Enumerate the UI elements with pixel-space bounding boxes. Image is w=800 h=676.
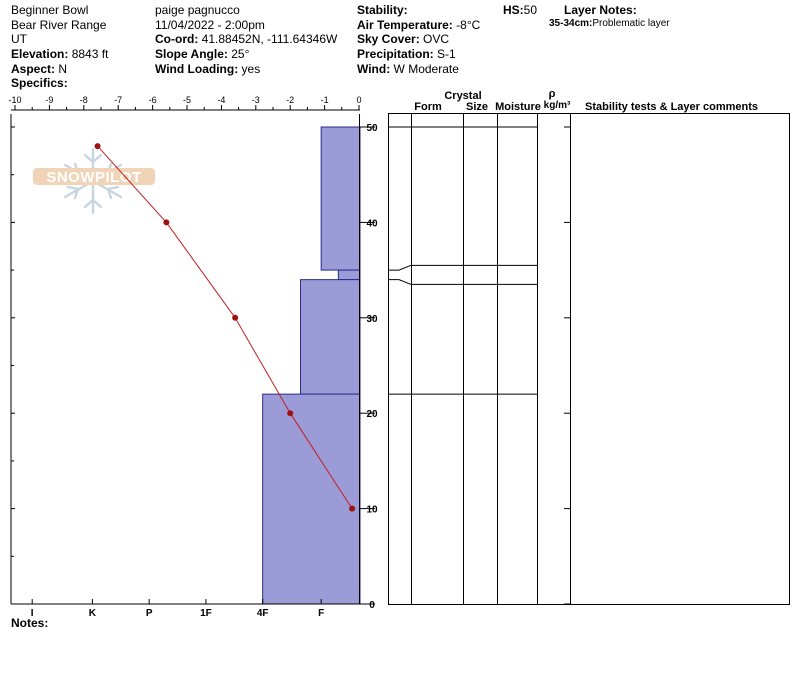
depth-tick-label: 30 <box>366 314 378 325</box>
header-moisture: Moisture <box>495 101 541 113</box>
layer-note-depth: 35-34cm: <box>549 18 593 29</box>
specifics-label: Specifics: <box>11 76 68 91</box>
slope-row: Slope Angle: 25° <box>155 47 337 62</box>
hardness-tick-label: 1F <box>200 608 212 619</box>
precip-value: S-1 <box>433 47 456 62</box>
precip-row: Precipitation: S-1 <box>357 47 480 62</box>
elevation-value: 8843 ft <box>68 47 109 62</box>
stability-label: Stability: <box>357 3 408 17</box>
logo-text: SNOWPILOT <box>46 169 141 186</box>
sky-cover-label: Sky Cover: <box>357 32 420 47</box>
slope-value: 25° <box>227 47 250 62</box>
temperature-point <box>349 505 356 512</box>
slope-label: Slope Angle: <box>155 47 228 62</box>
temp-tick-label: 0 <box>356 95 361 105</box>
aspect-row: Aspect: N <box>11 62 108 77</box>
wind-loading-row: Wind Loading: yes <box>155 62 337 77</box>
observer-name: paige pagnucco <box>155 3 240 17</box>
hardness-layer-2 <box>300 279 361 395</box>
air-temp-label: Air Temperature: <box>357 17 453 32</box>
wind-row: Wind: W Moderate <box>357 62 480 77</box>
elevation-row: Elevation: 8843 ft <box>11 47 108 62</box>
depth-tick-label: 40 <box>366 218 378 229</box>
temp-tick-label: -3 <box>252 95 260 105</box>
depth-tick-label: 10 <box>366 505 378 516</box>
temp-tick-label: -9 <box>45 95 53 105</box>
hardness-tick-label: I <box>31 608 34 619</box>
header-rho: ρ <box>549 88 556 100</box>
layer-notes-label: Layer Notes: <box>564 3 637 17</box>
temp-tick-label: -10 <box>8 95 21 105</box>
hardness-tick-label: P <box>146 608 153 619</box>
hardness-layer-1 <box>337 269 361 281</box>
hs-value: 50 <box>523 3 538 17</box>
aspect-value: N <box>55 61 68 76</box>
air-temp-value: -8°C <box>452 17 481 32</box>
stratigraphy-layer-lines <box>389 126 537 395</box>
temp-tick-label: -7 <box>114 95 122 105</box>
header-col-location: Beginner Bowl Bear River Range UT Elevat… <box>11 3 108 91</box>
temperature-point <box>287 410 294 417</box>
temp-tick-label: -4 <box>217 95 225 105</box>
hardness-tick-label: F <box>318 608 324 619</box>
wind-loading-value: yes <box>238 61 261 76</box>
header-size: Size <box>466 101 488 113</box>
wind-loading-label: Wind Loading: <box>155 61 239 76</box>
header-form: Form <box>414 101 442 113</box>
hardness-axis: I K P 1F 4F F <box>31 599 324 619</box>
stratigraphy-table <box>388 113 790 605</box>
coord-value: 41.88452N, -111.64346W <box>198 32 338 47</box>
temperature-point <box>232 314 239 321</box>
coord-row: Co-ord: 41.88452N, -111.64346W <box>155 32 337 47</box>
temp-tick-label: -8 <box>80 95 88 105</box>
strat-connector <box>389 279 412 285</box>
wind-value: W Moderate <box>390 61 459 76</box>
header-col-observation: paige pagnucco 11/04/2022 - 2:00pm Co-or… <box>155 3 337 76</box>
temp-tick-label: -5 <box>183 95 191 105</box>
header-comments: Stability tests & Layer comments <box>585 101 758 113</box>
depth-tick-label: 50 <box>366 123 378 134</box>
hs-row: HS:50 <box>503 3 537 18</box>
hardness-layer-0 <box>320 126 361 271</box>
depth-axis: 0 10 20 30 40 50 <box>11 123 570 611</box>
temperature-axis: -10 -9 -8 -7 -6 -5 -4 -3 -2 -1 0 <box>8 95 362 111</box>
temp-tick-label: -6 <box>149 95 157 105</box>
sky-cover-value: OVC <box>419 32 450 47</box>
hs-label: HS: <box>503 3 524 17</box>
precip-label: Precipitation: <box>357 47 434 62</box>
temperature-point <box>94 143 101 150</box>
header-crystal: Crystal <box>444 90 481 102</box>
temperature-profile <box>94 143 356 512</box>
location-name: Beginner Bowl <box>11 3 89 17</box>
header-density-unit: kg/m³ <box>544 100 571 111</box>
elevation-label: Elevation: <box>11 47 69 62</box>
observation-datetime: 11/04/2022 - 2:00pm <box>155 17 265 32</box>
aspect-label: Aspect: <box>11 61 56 76</box>
notes-label: Notes: <box>11 616 49 630</box>
temp-tick-label: -1 <box>321 95 329 105</box>
air-temp-row: Air Temperature: -8°C <box>357 18 480 33</box>
wind-label: Wind: <box>357 61 391 76</box>
hardness-tick-label: K <box>89 608 97 619</box>
coord-label: Co-ord: <box>155 32 199 47</box>
hardness-tick-label: 4F <box>257 608 269 619</box>
sky-cover-row: Sky Cover: OVC <box>357 32 480 47</box>
layer-note-row: 35-34cm:Problematic layer <box>549 18 670 29</box>
logo-band <box>33 168 155 185</box>
hardness-layer-3 <box>262 393 361 605</box>
temp-tick-label: -2 <box>286 95 294 105</box>
snowpilot-logo: SNOWPILOT <box>33 147 155 215</box>
depth-tick-label: 20 <box>366 409 378 420</box>
temperature-point <box>163 219 170 226</box>
header-col-weather: Stability: Air Temperature: -8°C Sky Cov… <box>357 3 480 76</box>
range-name: Bear River Range <box>11 17 107 32</box>
layer-note-text: Problematic layer <box>592 18 670 29</box>
depth-tick-label: 0 <box>369 600 375 611</box>
strat-connector <box>389 264 412 271</box>
state-name: UT <box>11 32 27 47</box>
hardness-layers <box>262 126 361 605</box>
